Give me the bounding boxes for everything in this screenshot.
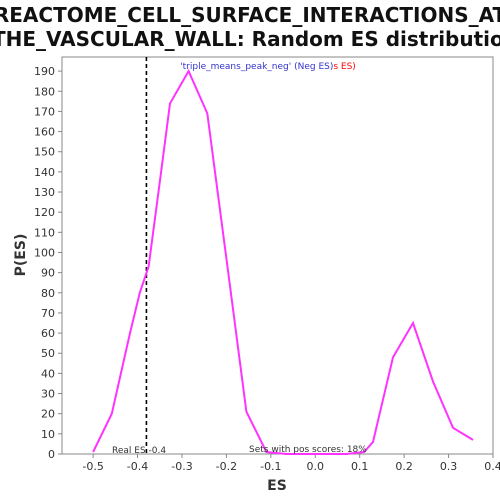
y-tick-label: 110 [34, 226, 55, 239]
x-axis-ticks: -0.5 -0.4 -0.3 -0.2 -0.1 0.0 0.1 0.2 0.3 0.4 [82, 454, 500, 473]
x-axis-label: ES [267, 478, 287, 494]
y-tick-label: 130 [34, 186, 55, 199]
x-tick-label: 0.1 [351, 460, 369, 473]
x-tick-label: 0.2 [395, 460, 413, 473]
sets-with-pos-scores-label: Sets with pos scores: 18% [249, 445, 367, 455]
chart-title-line-1: REACTOME_CELL_SURFACE_INTERACTIONS_AT [0, 3, 500, 27]
y-tick-label: 120 [34, 206, 55, 219]
legend-entry-neg-es: 'triple_means_peak_neg' (Neg ES) [180, 62, 333, 72]
x-tick-label: -0.1 [260, 460, 281, 473]
x-tick-label: 0.4 [484, 460, 500, 473]
y-tick-label: 190 [34, 65, 55, 78]
chart-title-line-2: _THE_VASCULAR_WALL: Random ES distributi… [0, 27, 500, 51]
y-tick-label: 40 [41, 367, 55, 380]
y-tick-label: 10 [41, 428, 55, 441]
y-axis-label: P(ES) [13, 234, 29, 277]
x-tick-label: -0.2 [216, 460, 237, 473]
y-tick-label: 80 [41, 287, 55, 300]
y-tick-label: 180 [34, 85, 55, 98]
y-tick-label: 140 [34, 166, 55, 179]
y-tick-label: 90 [41, 267, 55, 280]
y-tick-label: 150 [34, 146, 55, 159]
real-es-label: Real ES -0.4 [112, 446, 166, 456]
plot-area [61, 56, 494, 455]
y-tick-label: 70 [41, 307, 55, 320]
x-tick-label: -0.3 [171, 460, 192, 473]
y-tick-label: 50 [41, 347, 55, 360]
y-tick-label: 170 [34, 105, 55, 118]
y-tick-label: 0 [48, 448, 55, 461]
y-axis-ticks: 0 10 20 30 40 50 60 70 80 90 100 110 120 130 140 150 160… [34, 65, 62, 461]
y-tick-label: 30 [41, 388, 55, 401]
y-tick-label: 60 [41, 327, 55, 340]
y-tick-label: 100 [34, 246, 55, 259]
x-tick-label: -0.4 [127, 460, 148, 473]
series-line-random-es [92, 68, 474, 455]
legend: 'triple_means_peak_neg' (Neg ES)s ES) [180, 62, 356, 72]
y-tick-label: 160 [34, 126, 55, 139]
y-tick-label: 20 [41, 408, 55, 421]
legend-entry-es: s ES) [333, 62, 355, 72]
x-tick-label: 0.0 [307, 460, 325, 473]
x-tick-label: 0.3 [440, 460, 458, 473]
x-tick-label: -0.5 [82, 460, 103, 473]
